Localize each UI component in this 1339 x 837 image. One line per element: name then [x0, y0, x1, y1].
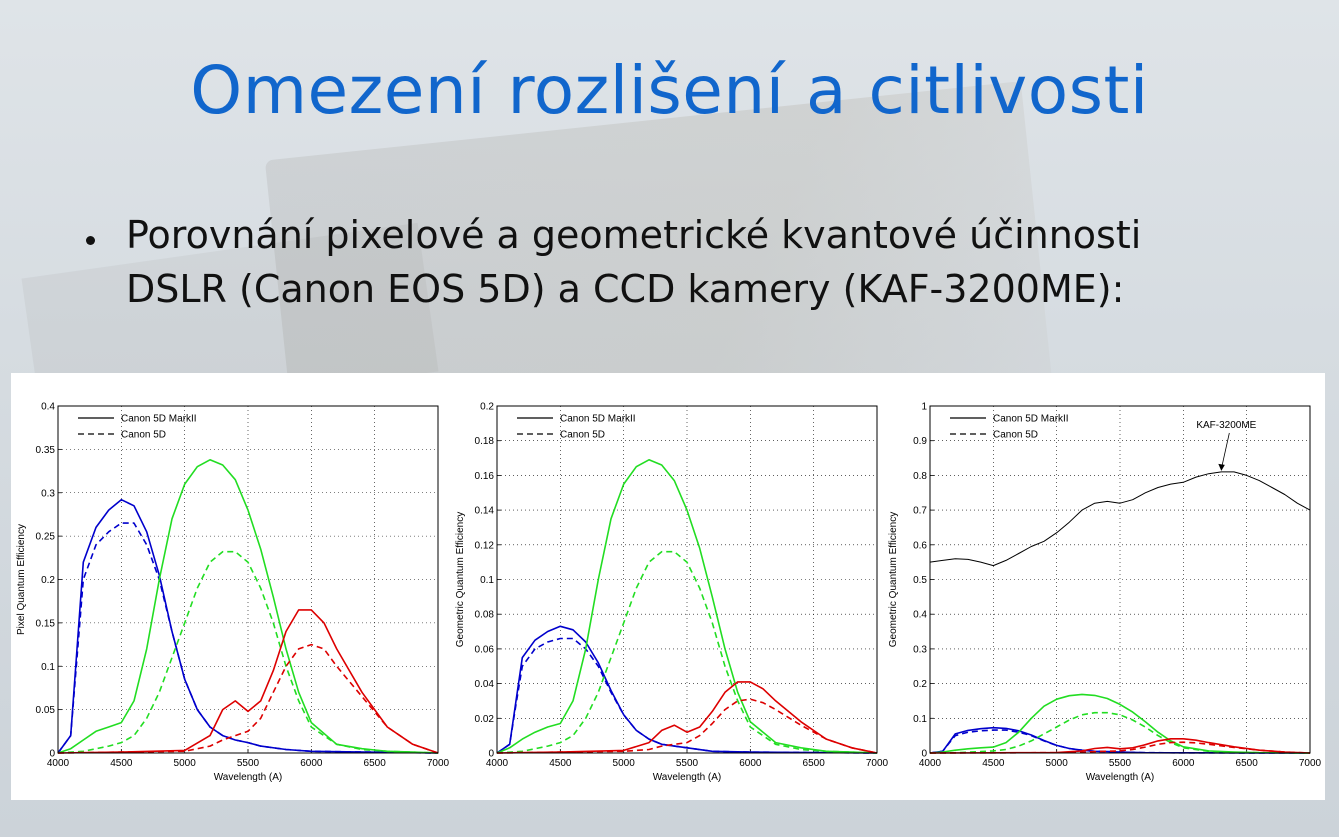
y-tick-label: 0.15	[36, 618, 56, 629]
chart-2: 4000 4500 5000 5500 6000 6500 7000 0 0.02 0.04 0.0…	[455, 402, 889, 784]
y-tick-label: 0.5	[913, 575, 927, 586]
x-tick-label: 7000	[1299, 758, 1322, 769]
x-tick-label: 7000	[866, 758, 889, 769]
plot-frame	[929, 405, 1311, 754]
y-tick-label: 0.2	[480, 402, 494, 413]
y-tick-label: 0.1	[41, 662, 55, 673]
x-tick-label: 5500	[676, 758, 699, 769]
y-tick-label: 0.02	[475, 714, 495, 725]
annotation-arrowhead	[1218, 463, 1225, 471]
y-tick-label: 0.4	[913, 610, 927, 621]
y-axis-label: Geometric Quantum Efficiency	[455, 512, 466, 647]
y-tick-label: 0.18	[475, 436, 495, 447]
x-tick-label: 4000	[486, 758, 509, 769]
bullet-item: Porovnání pixelové a geometrické kvantov…	[82, 208, 1282, 316]
y-tick-label: 0.1	[480, 575, 494, 586]
y-tick-label: 0.2	[41, 575, 55, 586]
series-line	[57, 550, 439, 754]
legend-label: Canon 5D	[993, 430, 1038, 441]
series-line	[57, 643, 439, 754]
x-tick-label: 7000	[427, 758, 450, 769]
chart-1: 4000 4500 5000 5500 6000 6500 7000 0 0.05 0.1 0.15…	[16, 402, 450, 784]
series-line	[57, 522, 439, 754]
y-tick-label: 0.3	[913, 644, 927, 655]
series-line	[496, 698, 878, 754]
x-tick-label: 6500	[364, 758, 387, 769]
legend-label: Canon 5D	[560, 430, 605, 441]
y-tick-label: 0.4	[41, 402, 55, 413]
annotation-label: KAF-3200ME	[1196, 420, 1256, 431]
x-tick-label: 5000	[174, 758, 197, 769]
series-line	[496, 459, 878, 754]
x-tick-label: 5000	[1046, 758, 1069, 769]
y-tick-label: 0	[488, 749, 494, 760]
y-tick-label: 0.04	[475, 679, 495, 690]
y-axis-label: Geometric Quantum Efficiency	[888, 512, 899, 647]
y-tick-label: 0.8	[913, 471, 927, 482]
y-tick-label: 0.25	[36, 532, 56, 543]
x-tick-label: 4500	[549, 758, 572, 769]
y-tick-label: 0.6	[913, 540, 927, 551]
y-tick-label: 0.12	[475, 540, 495, 551]
x-tick-label: 5500	[1109, 758, 1132, 769]
x-axis-label: Wavelength (A)	[1086, 772, 1155, 783]
series-line	[496, 637, 878, 754]
y-tick-label: 0	[921, 749, 927, 760]
x-tick-label: 6000	[300, 758, 323, 769]
series-line	[496, 550, 878, 754]
series-line	[929, 711, 1311, 754]
y-tick-label: 0.2	[913, 679, 927, 690]
series-line	[57, 459, 439, 754]
x-tick-label: 6500	[803, 758, 826, 769]
y-tick-label: 0.05	[36, 705, 56, 716]
y-tick-label: 0.7	[913, 506, 927, 517]
legend-label: Canon 5D MarkII	[560, 414, 636, 425]
x-tick-label: 4500	[110, 758, 133, 769]
series-line	[496, 681, 878, 754]
x-tick-label: 4500	[982, 758, 1005, 769]
y-tick-label: 1	[921, 402, 927, 413]
x-tick-label: 6500	[1236, 758, 1259, 769]
legend-label: Canon 5D	[121, 430, 166, 441]
y-tick-label: 0.1	[913, 714, 927, 725]
x-tick-label: 4000	[919, 758, 942, 769]
x-axis-label: Wavelength (A)	[214, 772, 283, 783]
annotation-arrow	[1220, 432, 1230, 470]
series-line	[929, 741, 1311, 754]
y-tick-label: 0.9	[913, 436, 927, 447]
series-line	[929, 737, 1311, 754]
y-tick-label: 0.3	[41, 488, 55, 499]
y-tick-label: 0.16	[475, 471, 495, 482]
slide-title: Omezení rozlišení a citlivosti	[190, 52, 1149, 129]
y-tick-label: 0.06	[475, 644, 495, 655]
series-line	[929, 729, 1311, 754]
legend-label: Canon 5D MarkII	[121, 414, 197, 425]
plot-frame	[496, 405, 878, 754]
chart-3: 4000 4500 5000 5500 6000 6500 7000 0 0.1 0.2 0.3 0.…	[888, 402, 1322, 784]
x-tick-label: 6000	[1172, 758, 1195, 769]
series-line	[57, 609, 439, 754]
bullet-dot-icon	[86, 236, 95, 245]
series-line	[929, 471, 1311, 567]
y-axis-label: Pixel Quantum Efficiency	[16, 524, 27, 635]
y-tick-label: 0	[49, 749, 55, 760]
y-tick-label: 0.14	[475, 506, 495, 517]
x-tick-label: 5500	[237, 758, 260, 769]
x-tick-label: 5000	[613, 758, 636, 769]
x-tick-label: 4000	[47, 758, 70, 769]
charts-svg: 4000 4500 5000 5500 6000 6500 700000.050.10.15…	[16, 402, 1322, 784]
chart-panel: 4000 4500 5000 5500 6000 6500 7000 0 0.05 0.1 0.15…	[11, 373, 1325, 800]
plot-frame	[57, 405, 439, 754]
x-tick-label: 6000	[739, 758, 762, 769]
series-line	[929, 726, 1311, 754]
y-tick-label: 0.35	[36, 445, 56, 456]
bullet-text: Porovnání pixelové a geometrické kvantov…	[126, 213, 1142, 311]
y-tick-label: 0.08	[475, 610, 495, 621]
legend-label: Canon 5D MarkII	[993, 414, 1069, 425]
x-axis-label: Wavelength (A)	[653, 772, 722, 783]
